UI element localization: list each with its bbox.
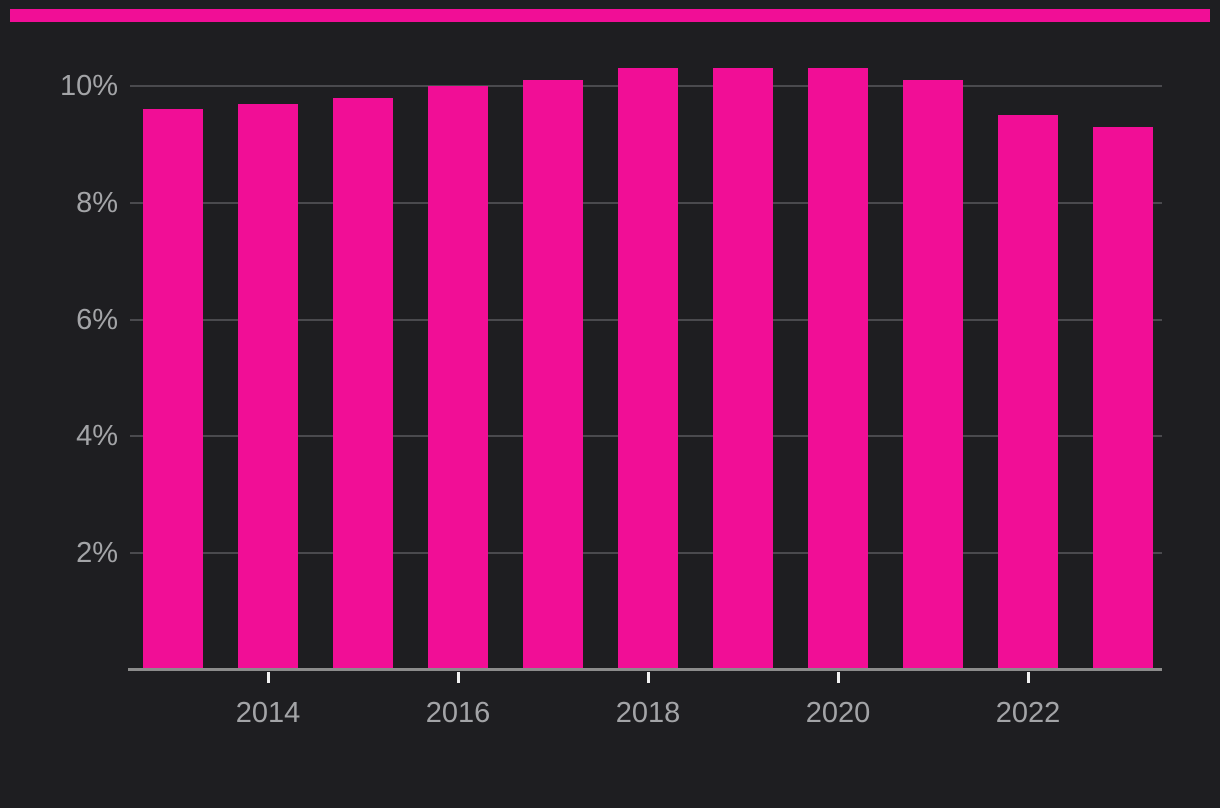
bar-2013: [143, 109, 203, 670]
accent-bar: [10, 9, 1210, 22]
bar-2015: [333, 97, 393, 670]
x-tick-label: 2016: [425, 697, 491, 729]
bar-2020: [808, 68, 868, 670]
x-tick-label: 2020: [805, 697, 871, 729]
bar-2021: [903, 80, 963, 670]
y-tick-label: 10%: [59, 70, 118, 102]
y-tick-label: 6%: [76, 303, 118, 336]
bar-2023: [1093, 126, 1153, 670]
bar-2018: [618, 68, 678, 670]
bar-2014: [238, 103, 298, 670]
x-tick-label: 2022: [995, 697, 1061, 729]
x-tick: [266, 672, 270, 683]
x-tick: [456, 672, 460, 683]
x-tick: [646, 672, 650, 683]
y-tick-label: 8%: [76, 186, 118, 219]
x-tick: [836, 672, 840, 683]
bar-2017: [523, 80, 583, 670]
bar-2016: [428, 86, 488, 670]
bar-2019: [713, 68, 773, 670]
x-tick-label: 2018: [615, 697, 681, 729]
x-tick: [1026, 672, 1030, 683]
x-axis-line: [128, 668, 1162, 671]
bar-2022: [998, 115, 1058, 670]
y-tick-label: 4%: [76, 420, 118, 453]
plot-area: [128, 40, 1162, 670]
y-tick-label: 2%: [76, 537, 118, 570]
x-tick-label: 2014: [235, 697, 301, 729]
